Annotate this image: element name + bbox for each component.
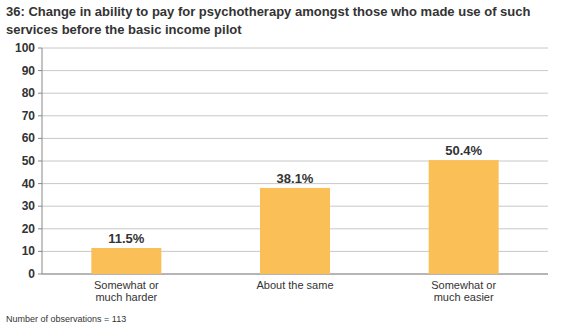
x-tick-label: About the same <box>256 279 333 291</box>
tick-mark <box>38 161 42 162</box>
y-tick-label: 30 <box>22 199 36 213</box>
chart: 36: Change in ability to pay for psychot… <box>0 0 567 329</box>
data-label: 50.4% <box>445 143 482 158</box>
tick-mark <box>38 228 42 229</box>
tick-mark <box>38 251 42 252</box>
x-tick-line: Somewhat or <box>431 279 496 291</box>
tick-mark <box>38 93 42 94</box>
y-tick-label: 0 <box>28 267 35 281</box>
bar <box>429 160 499 274</box>
x-tick-line: much harder <box>95 291 157 303</box>
bars <box>91 160 498 274</box>
tick-mark <box>38 138 42 139</box>
title: 36: Change in ability to pay for psychot… <box>6 4 530 37</box>
y-tick-label: 80 <box>22 86 36 100</box>
note: Number of observations = 113 <box>6 314 126 324</box>
title-line: 36: Change in ability to pay for psychot… <box>6 4 530 19</box>
y-tick-label: 20 <box>22 222 36 236</box>
tick-mark <box>38 183 42 184</box>
tick-mark <box>38 274 42 275</box>
y-tick-label: 100 <box>15 41 35 55</box>
y-axis-line <box>42 48 43 274</box>
y-tick-label: 50 <box>22 154 36 168</box>
grid-line <box>42 48 548 49</box>
y-tick-label: 10 <box>22 244 36 258</box>
x-tick-line: much easier <box>434 291 494 303</box>
y-tick-label: 70 <box>22 109 36 123</box>
grid-line <box>42 115 548 116</box>
data-label: 38.1% <box>277 171 314 186</box>
x-tick-label: Somewhat ormuch easier <box>431 279 496 303</box>
x-tick-label: Somewhat ormuch harder <box>94 279 159 303</box>
x-tick-line: Somewhat or <box>94 279 159 291</box>
tick-mark <box>38 70 42 71</box>
x-tick-line: About the same <box>256 279 333 291</box>
title-line: services before the basic income pilot <box>6 22 242 37</box>
tick-mark <box>38 48 42 49</box>
grid-line <box>42 93 548 94</box>
bar <box>260 188 330 274</box>
y-tick-label: 40 <box>22 177 36 191</box>
grid-line <box>42 70 548 71</box>
tick-mark <box>38 115 42 116</box>
bar <box>91 248 161 274</box>
tick-mark <box>38 206 42 207</box>
y-tick-label: 90 <box>22 64 36 78</box>
grid-line <box>42 138 548 139</box>
y-tick-label: 60 <box>22 131 36 145</box>
data-label: 11.5% <box>108 231 145 246</box>
